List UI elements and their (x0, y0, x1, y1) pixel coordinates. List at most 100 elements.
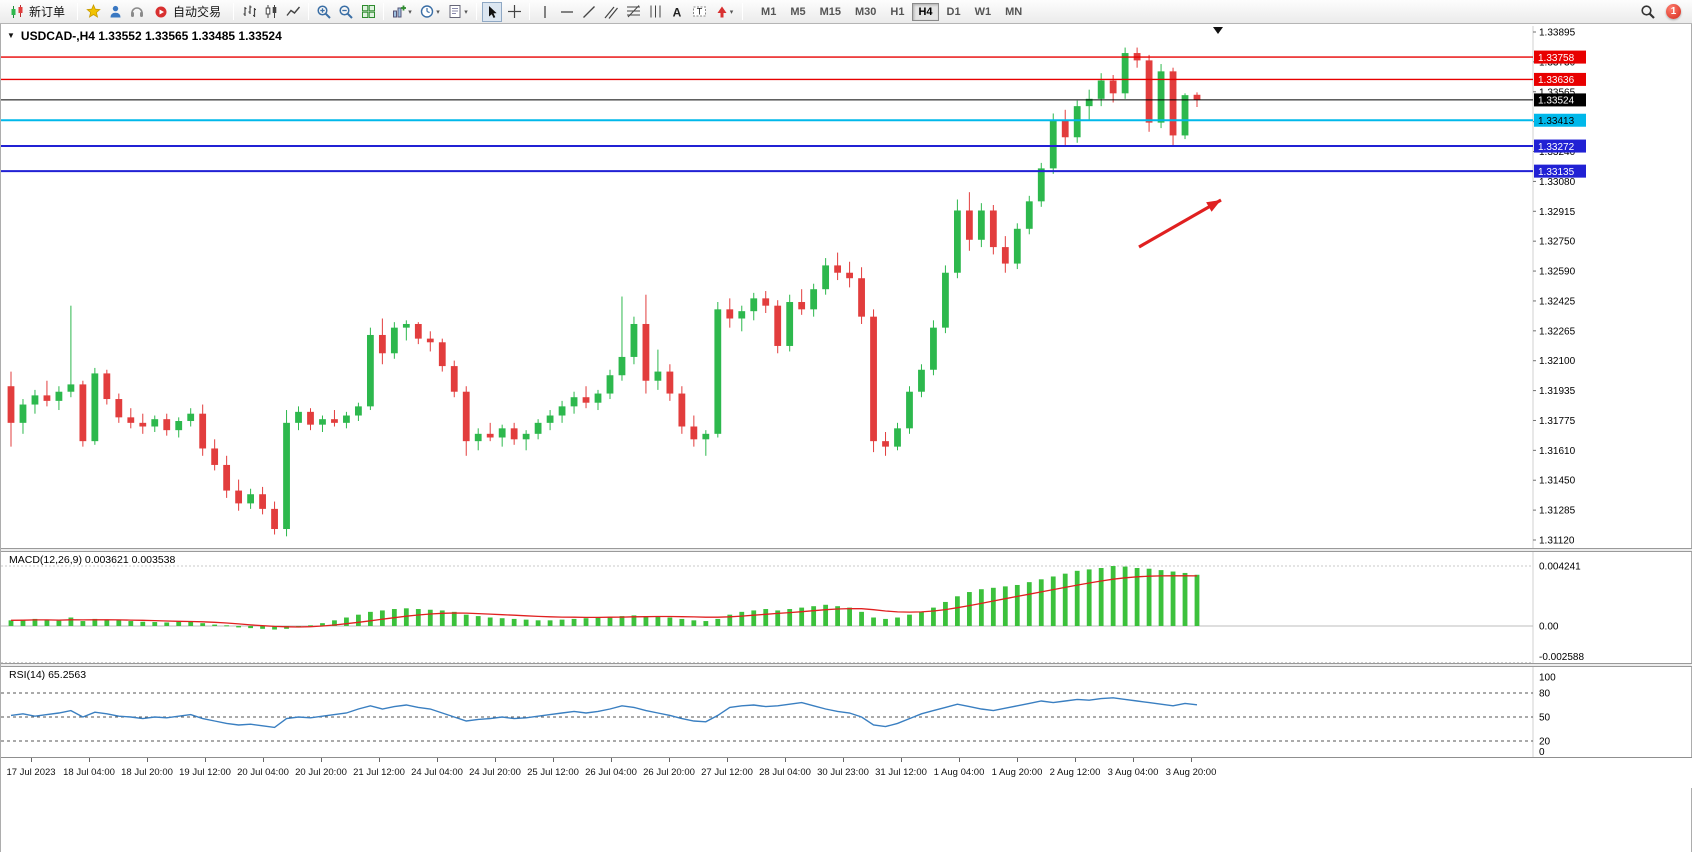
bull-candle (474, 433, 482, 442)
macd-histogram-bar (332, 620, 337, 626)
macd-axis-label: -0.002588 (1539, 652, 1584, 663)
profiles-icon[interactable] (105, 2, 125, 22)
bull-candle (954, 210, 961, 273)
bull-candle (151, 419, 159, 427)
text-label-tool-icon[interactable]: T (689, 2, 709, 22)
fibonacci-tool-icon[interactable] (623, 2, 643, 22)
panel-separator[interactable] (1, 663, 1692, 667)
one-click-trading-toggle[interactable]: ▼ (7, 31, 15, 40)
bear-candle (223, 464, 231, 491)
timeframe-button-w1[interactable]: W1 (974, 5, 992, 18)
time-axis-label: 26 Jul 20:00 (643, 767, 695, 778)
bar-chart-icon[interactable] (239, 2, 259, 22)
arrows-tool-icon[interactable]: ▾ (711, 2, 737, 22)
time-axis-label: 20 Jul 20:00 (295, 767, 347, 778)
timeframe-button-m30[interactable]: M30 (855, 5, 877, 18)
bull-candle (366, 334, 374, 407)
time-axis-tick (379, 758, 380, 762)
text-tool-icon[interactable]: A (667, 2, 687, 22)
bear-candle (486, 433, 494, 438)
macd-histogram-bar (691, 620, 697, 626)
price-chart[interactable]: 1.338951.337301.335651.334001.332401.330… (1, 26, 1692, 548)
panel-separator[interactable] (1, 548, 1692, 552)
time-axis-label: 28 Jul 04:00 (759, 767, 811, 778)
bull-candle (702, 433, 710, 440)
auto-trading-button[interactable]: 自动交易 (149, 2, 228, 22)
bull-candle (570, 397, 578, 407)
zoom-out-icon[interactable] (336, 2, 356, 22)
scroll-to-end-marker[interactable] (1213, 27, 1223, 34)
templates-icon[interactable]: ▾ (445, 2, 471, 22)
timeframe-button-h4[interactable]: H4 (912, 2, 939, 21)
price-badge (1534, 93, 1586, 107)
macd-histogram-bar (931, 607, 936, 626)
new-order-button[interactable]: 新订单 (5, 2, 72, 22)
macd-histogram-bar (68, 617, 74, 626)
bear-candle (414, 323, 422, 339)
timeframe-button-m15[interactable]: M15 (819, 5, 841, 18)
indicators-icon[interactable]: ▾ (389, 2, 415, 22)
notification-badge[interactable]: 1 (1666, 4, 1681, 19)
timeframe-button-m1[interactable]: M1 (761, 5, 777, 18)
macd-histogram-bar (44, 620, 50, 626)
bull-candle (810, 289, 818, 310)
favorites-icon[interactable] (83, 2, 103, 22)
macd-histogram-bar (727, 614, 733, 626)
trendline-tool-icon[interactable] (579, 2, 599, 22)
timeframe-toolbar: M1 M5 M15 M30 H1 H4 D1 W1 MN (754, 2, 1029, 21)
bull-candle (31, 395, 39, 405)
macd-histogram-bar (80, 621, 86, 626)
timeframe-button-d1[interactable]: D1 (946, 5, 961, 18)
bull-candle (1181, 95, 1189, 136)
bull-candle (187, 413, 195, 422)
crosshair-icon[interactable] (504, 2, 524, 22)
toolbar-separator (308, 3, 310, 20)
support-icon[interactable] (127, 2, 147, 22)
macd-histogram-bar (667, 617, 673, 626)
vertical-line-tool-icon[interactable] (535, 2, 555, 22)
price-axis-label: 1.33895 (1539, 28, 1576, 39)
rsi-line (10, 697, 1198, 729)
cycle-lines-icon[interactable] (645, 2, 665, 22)
periods-icon[interactable]: ▾ (417, 2, 443, 22)
bull-candle (606, 375, 614, 394)
rsi-panel[interactable]: 100 80 50 200 (1, 667, 1692, 757)
macd-histogram-bar (32, 618, 38, 626)
bear-candle (259, 494, 266, 509)
price-badge (1534, 113, 1586, 127)
horizontal-line-tool-icon[interactable] (557, 2, 577, 22)
macd-histogram-bar (499, 618, 505, 626)
timeframe-button-h1[interactable]: H1 (890, 5, 905, 18)
macd-histogram-bar (595, 617, 601, 626)
time-axis[interactable]: 17 Jul 2023 18 Jul 04:00 18 Jul 20:00 19 Ju… (1, 757, 1692, 788)
macd-histogram-bar (224, 625, 230, 627)
time-axis-label: 19 Jul 12:00 (179, 767, 231, 778)
macd-histogram-bar (1062, 573, 1068, 626)
macd-histogram-bar (966, 592, 972, 626)
auto-trading-label: 自动交易 (173, 5, 222, 19)
candlestick-chart-icon[interactable] (261, 2, 281, 22)
channel-tool-icon[interactable] (601, 2, 621, 22)
bull-candle (558, 406, 566, 416)
trend-arrow[interactable] (1138, 198, 1222, 249)
bull-candle (1097, 80, 1105, 99)
time-axis-tick (31, 758, 32, 762)
macd-histogram-bar (775, 610, 781, 626)
cursor-icon[interactable] (482, 1, 503, 22)
zoom-in-icon[interactable] (314, 2, 334, 22)
timeframe-button-m5[interactable]: M5 (790, 5, 806, 18)
tile-windows-icon[interactable] (358, 2, 378, 22)
macd-histogram-bar (847, 607, 852, 626)
line-chart-icon[interactable] (283, 2, 303, 22)
timeframe-button-mn[interactable]: MN (1005, 5, 1023, 18)
bear-candle (1169, 71, 1177, 136)
time-axis-tick (785, 758, 786, 762)
bull-candle (55, 391, 63, 401)
macd-histogram-bar (787, 609, 793, 626)
macd-panel[interactable]: 0.004241 0.00 -0.002588 (1, 552, 1692, 663)
search-icon[interactable] (1638, 2, 1658, 22)
macd-histogram-bar (1182, 572, 1188, 626)
bull-candle (977, 210, 985, 240)
time-axis-label: 27 Jul 12:00 (701, 767, 753, 778)
price-axis-label: 1.33565 (1539, 87, 1576, 98)
